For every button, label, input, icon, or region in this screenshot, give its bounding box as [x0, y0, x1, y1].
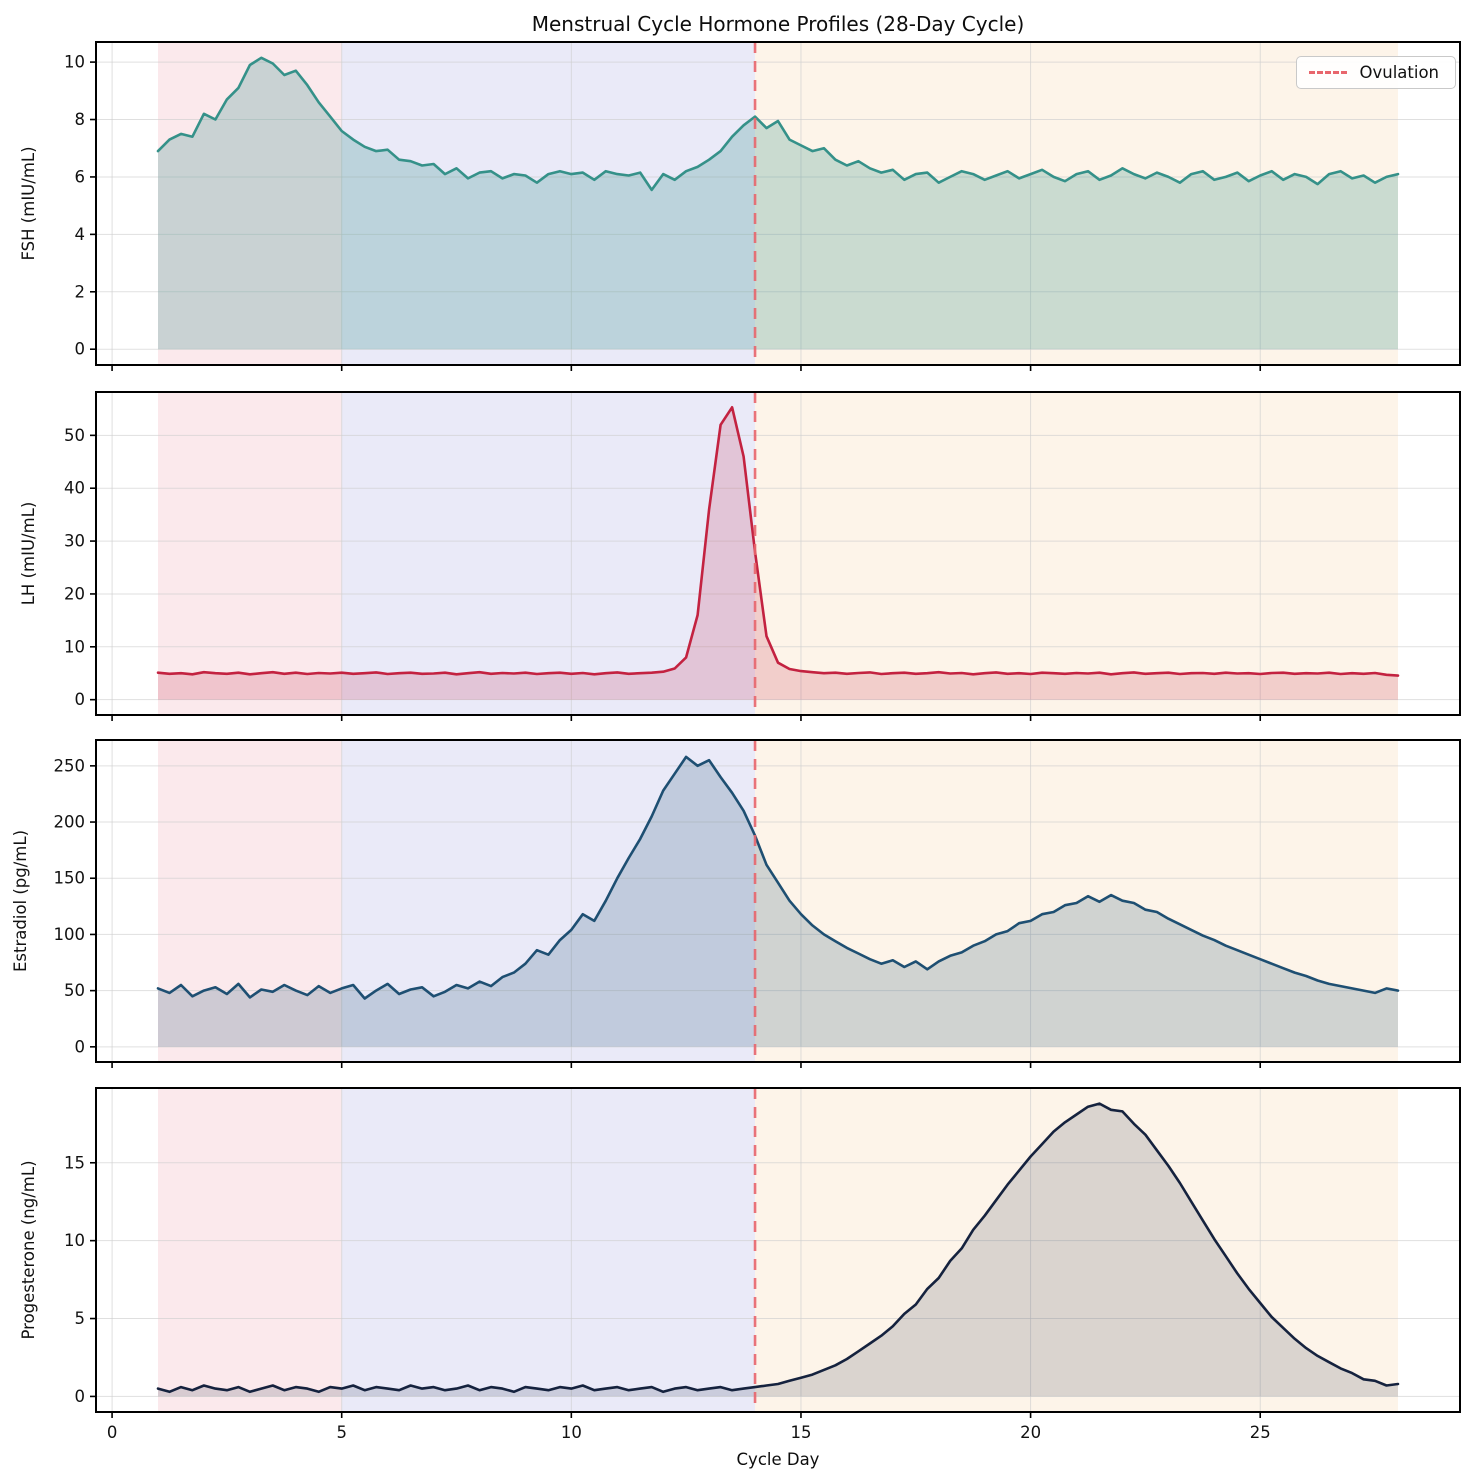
phase-menstrual-band: [158, 42, 342, 365]
y-tick-label: 4: [75, 225, 86, 244]
legend: Ovulation: [1296, 56, 1456, 89]
fsh-line: [156, 56, 1400, 192]
subplot-estradiol: 0 50 100 150 200 250 Estradiol (pg/mL): [11, 739, 1461, 1068]
fsh-fill: [158, 57, 1398, 350]
y-axis-label: Estradiol (pg/mL): [11, 830, 30, 972]
x-tick-label: 25: [1250, 1423, 1271, 1442]
legend-ovulation-label: Ovulation: [1359, 63, 1439, 82]
y-axis-label: Progesterone (ng/mL): [19, 1160, 38, 1339]
subplot-lh: 0 10 20 30 40 50 LH (mIU/mL): [19, 391, 1461, 721]
y-tick-label: 100: [54, 925, 86, 944]
y-tick-label: 0: [75, 340, 86, 359]
y-tick-label: 8: [75, 110, 86, 129]
x-tick-label: 20: [1020, 1423, 1041, 1442]
estradiol-fill: [158, 756, 1398, 1047]
y-tick-label: 50: [64, 981, 85, 1000]
chart-title: Menstrual Cycle Hormone Profiles (28-Day…: [531, 12, 1025, 36]
legend-ovulation-line-icon: [1309, 71, 1348, 74]
y-tick-label: 15: [64, 1153, 85, 1172]
y-tick-label: 6: [75, 167, 86, 186]
y-tick-label: 40: [64, 479, 85, 498]
y-tick-label: 20: [64, 584, 85, 603]
axes-spines: [95, 1087, 1461, 1413]
y-tick-label: 0: [75, 690, 86, 709]
y-tick-label: 0: [75, 1037, 86, 1056]
y-tick-label: 5: [75, 1309, 86, 1328]
lh-line: [156, 406, 1400, 677]
phase-follicular-band: [341, 42, 756, 365]
y-axis-label: LH (mIU/mL): [19, 502, 38, 606]
subplot-fsh: 0 2 4 6 8 10 FSH (mIU/mL): [19, 41, 1461, 371]
x-tick-label: 10: [561, 1423, 582, 1442]
x-axis-label: Cycle Day: [736, 1450, 820, 1469]
x-tick-label: 0: [107, 1423, 118, 1442]
phase-follicular-band: [341, 392, 756, 715]
phase-luteal-band: [755, 392, 1398, 715]
y-tick-label: 2: [75, 282, 86, 301]
y-axis-label: FSH (mIU/mL): [19, 146, 38, 260]
y-tick-label: 50: [64, 426, 85, 445]
y-tick-label: 30: [64, 532, 85, 551]
y-tick-label: 150: [54, 869, 86, 888]
subplot-progesterone: 0 5 10 15 20 25 0 5 10 15 Progesterone (ng/mL): [19, 1087, 1461, 1442]
phase-luteal-band: [755, 42, 1398, 365]
phase-menstrual-band: [158, 740, 342, 1062]
y-tick-label: 10: [64, 637, 85, 656]
x-tick-label: 15: [790, 1423, 811, 1442]
phase-follicular-band: [341, 740, 756, 1062]
phase-luteal-band: [755, 1088, 1398, 1412]
phase-menstrual-band: [158, 1088, 342, 1412]
phase-menstrual-band: [158, 392, 342, 715]
axes-spines: [95, 41, 1461, 366]
y-tick-label: 200: [54, 813, 86, 832]
axes-spines: [95, 391, 1461, 716]
phase-luteal-band: [755, 740, 1398, 1062]
phase-follicular-band: [341, 1088, 756, 1412]
estradiol-line: [156, 755, 1400, 1000]
progesterone-line: [156, 1102, 1400, 1394]
y-tick-label: 10: [64, 53, 85, 72]
y-tick-label: 250: [54, 756, 86, 775]
progesterone-fill: [158, 1103, 1398, 1397]
axes-spines: [95, 739, 1461, 1063]
y-tick-label: 10: [64, 1231, 85, 1250]
y-tick-label: 0: [75, 1387, 86, 1406]
x-tick-label: 5: [336, 1423, 347, 1442]
